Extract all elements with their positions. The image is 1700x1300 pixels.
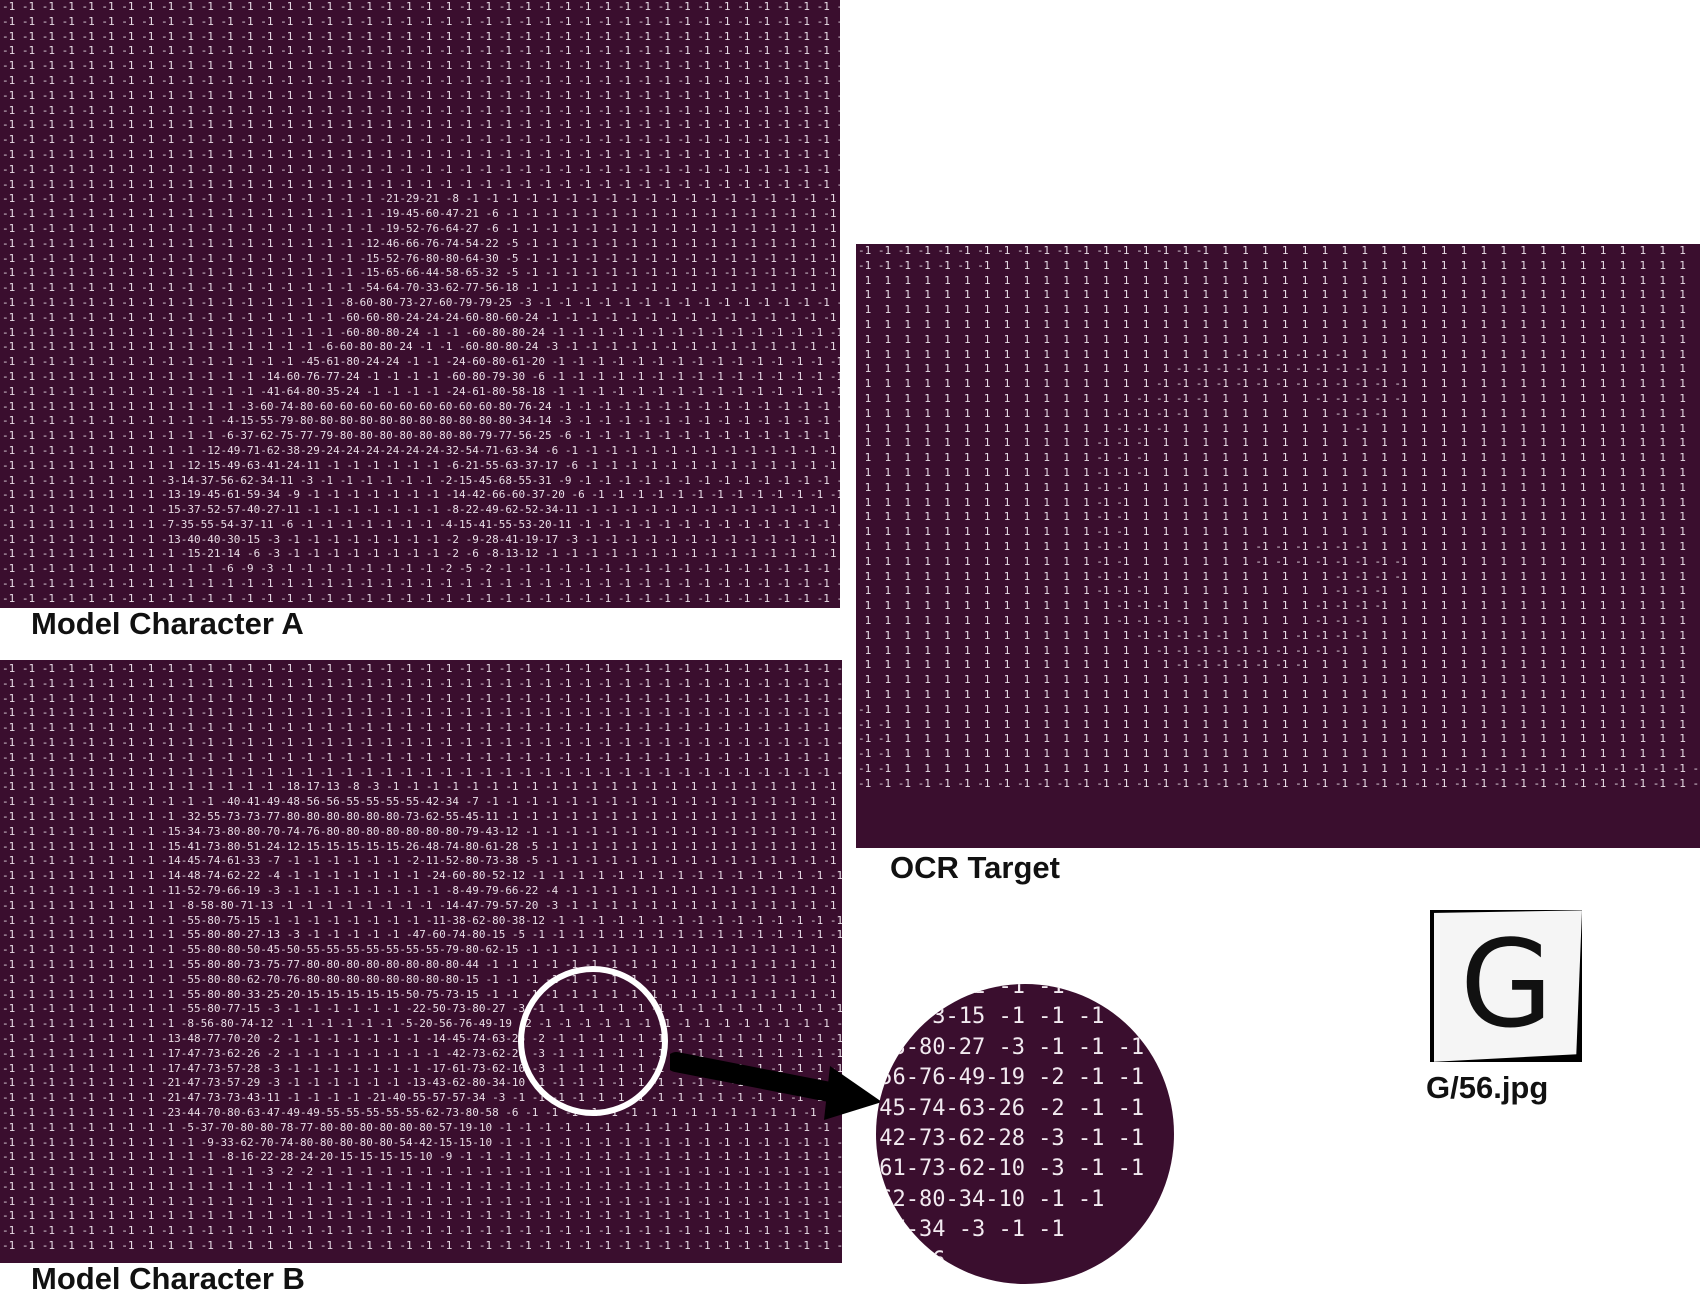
image-filename-label: G/56.jpg [1426, 1070, 1549, 1105]
model-a-matrix: -1 -1 -1 -1 -1 -1 -1 -1 -1 -1 -1 -1 -1 -… [2, 0, 840, 605]
model-b-matrix: -1 -1 -1 -1 -1 -1 -1 -1 -1 -1 -1 -1 -1 -… [2, 662, 842, 1253]
ocr-target-label: OCR Target [890, 850, 1060, 885]
character-glyph: G [1460, 916, 1553, 1055]
character-image-thumbnail: G [1430, 910, 1582, 1062]
magnified-excerpt: -50-15 -1 -1 -1 -80-73-15 -1 -1 -1 -73-8… [876, 984, 1174, 1284]
ocr-target-matrix: -1 -1 -1 -1 -1 -1 -1 -1 -1 -1 -1 -1 -1 -… [858, 244, 1700, 790]
magnified-excerpt-text: -50-15 -1 -1 -1 -80-73-15 -1 -1 -1 -73-8… [876, 984, 1145, 1273]
magnify-lens-ring [518, 966, 668, 1116]
model-a-label: Model Character A [31, 606, 304, 641]
model-b-terminal: -1 -1 -1 -1 -1 -1 -1 -1 -1 -1 -1 -1 -1 -… [0, 660, 842, 1263]
ocr-target-terminal: -1 -1 -1 -1 -1 -1 -1 -1 -1 -1 -1 -1 -1 -… [856, 244, 1700, 848]
model-a-terminal: -1 -1 -1 -1 -1 -1 -1 -1 -1 -1 -1 -1 -1 -… [0, 0, 840, 608]
model-b-label: Model Character B [31, 1261, 305, 1296]
zoom-arrow-icon [670, 1052, 882, 1120]
